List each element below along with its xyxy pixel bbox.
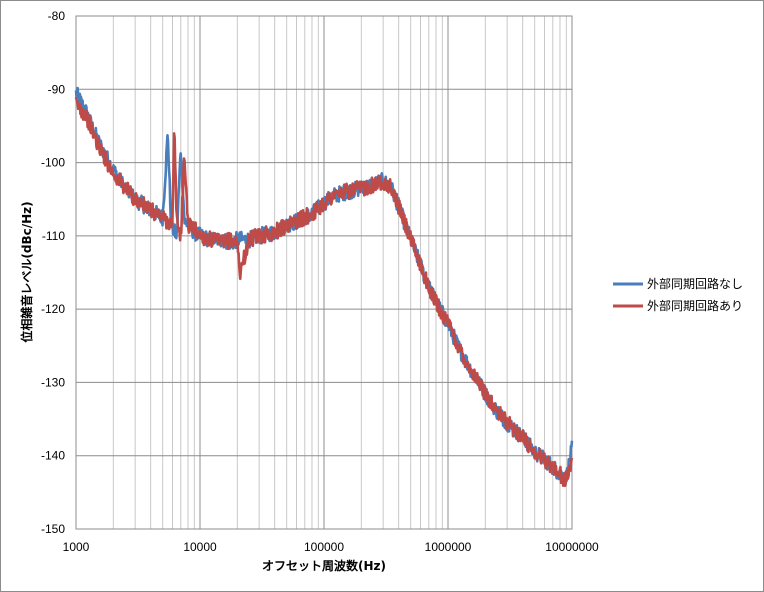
y-tick-label: -80 [48, 9, 66, 23]
x-tick-labels: 1000 10000 100000 1000000 10000000 [63, 540, 599, 554]
y-tick-label: -100 [41, 156, 65, 170]
y-tick-label: -90 [48, 82, 66, 96]
x-axis-title: オフセット周波数(Hz) [262, 558, 386, 573]
series-line-2 [74, 96, 574, 488]
x-tick-label: 10000000 [545, 540, 599, 554]
x-tick-label: 1000 [63, 540, 90, 554]
series-layer [74, 86, 574, 488]
legend-label: 外部同期回路あり [647, 298, 743, 313]
y-tick-label: -130 [41, 375, 65, 389]
x-tick-label: 100000 [304, 540, 344, 554]
x-tick-label: 1000000 [425, 540, 472, 554]
y-axis-title: 位相雑音レベル(dBc/Hz) [19, 201, 34, 342]
legend-label: 外部同期回路なし [647, 276, 743, 291]
y-tick-label: -140 [41, 449, 65, 463]
y-tick-label: -110 [42, 229, 65, 243]
y-tick-label: -150 [41, 522, 65, 536]
minor-gridlines [112, 16, 567, 529]
y-tick-labels: -80 -90 -100 -110 -120 -130 -140 -150 [41, 9, 65, 536]
y-tick-label: -120 [41, 302, 65, 316]
x-tick-label: 10000 [183, 540, 217, 554]
